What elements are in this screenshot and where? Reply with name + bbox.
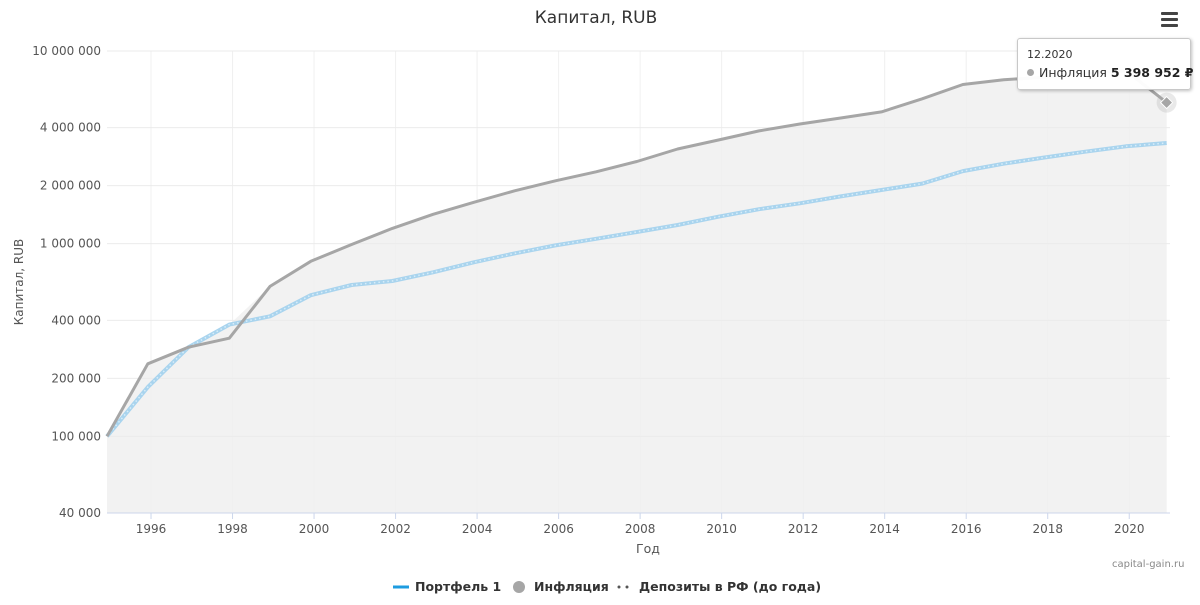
x-tick-label: 2014 [869, 522, 900, 536]
y-axis-label: Капитал, RUB [12, 239, 26, 326]
x-tick-label: 2000 [299, 522, 330, 536]
tooltip-date: 12.2020 [1027, 48, 1073, 61]
y-tick-label: 100 000 [51, 429, 101, 443]
hamburger-menu-icon [1161, 12, 1178, 15]
x-tick-label: 2006 [543, 522, 574, 536]
y-tick-label: 1 000 000 [40, 237, 101, 251]
x-tick-label: 2018 [1032, 522, 1063, 536]
legend[interactable]: Портфель 1 Инфляция Депозиты в РФ (до года… [393, 579, 821, 594]
hamburger-menu-icon-bar [1161, 24, 1178, 27]
legend-label: Портфель 1 [415, 579, 501, 594]
legend-dots-icon [617, 585, 621, 589]
legend-dots-icon-dot [625, 585, 629, 589]
tooltip-row: Инфляция 5 398 952 ₽ [1027, 65, 1194, 80]
tooltip: 12.2020 Инфляция 5 398 952 ₽ [1017, 38, 1194, 90]
area-fill [107, 70, 1167, 513]
legend-circle-icon [513, 581, 525, 593]
legend-label: Инфляция [534, 579, 609, 594]
series-line-deposits [105, 141, 1167, 438]
tooltip-series-dot [1027, 69, 1034, 76]
y-tick-label: 400 000 [51, 313, 101, 327]
x-tick-label: 2012 [788, 522, 819, 536]
legend-item[interactable]: Депозиты в РФ (до года) [617, 579, 822, 594]
y-tick-label: 4 000 000 [40, 121, 101, 135]
legend-item[interactable]: Инфляция [513, 579, 609, 594]
legend-label: Депозиты в РФ (до года) [639, 579, 821, 594]
x-tick-label: 2002 [380, 522, 411, 536]
x-axis-ticks: 1996 1998 2000 2002 2004 2006 2008 2010 2012 2014… [136, 513, 1145, 536]
x-tick-label: 1996 [136, 522, 167, 536]
hover-point-marker [1159, 95, 1174, 110]
x-tick-label: 2008 [625, 522, 656, 536]
x-tick-label: 1998 [217, 522, 248, 536]
series-layer [105, 69, 1177, 438]
tooltip-series-name: Инфляция [1039, 65, 1107, 80]
x-tick-label: 2010 [706, 522, 737, 536]
x-tick-label: 2020 [1114, 522, 1145, 536]
tooltip-value: 5 398 952 ₽ [1110, 65, 1194, 80]
x-tick-label: 2016 [951, 522, 982, 536]
credit-link[interactable]: capital-gain.ru [1112, 559, 1185, 570]
chart-title: Капитал, RUB [535, 8, 658, 28]
y-tick-label: 2 000 000 [40, 179, 101, 193]
chart-menu-button[interactable] [1156, 6, 1184, 32]
legend-item[interactable]: Портфель 1 [393, 579, 501, 594]
y-tick-label: 200 000 [51, 371, 101, 385]
y-tick-label: 40 000 [59, 506, 101, 520]
x-axis-label: Год [636, 541, 660, 556]
hamburger-menu-icon-bar [1161, 18, 1178, 21]
series-line-inflation [105, 69, 1168, 438]
y-tick-label: 10 000 000 [32, 44, 101, 58]
x-tick-label: 2004 [462, 522, 493, 536]
y-axis-ticks: 40 000 100 000 200 000 400 000 1 000 000 2 00… [32, 44, 101, 520]
